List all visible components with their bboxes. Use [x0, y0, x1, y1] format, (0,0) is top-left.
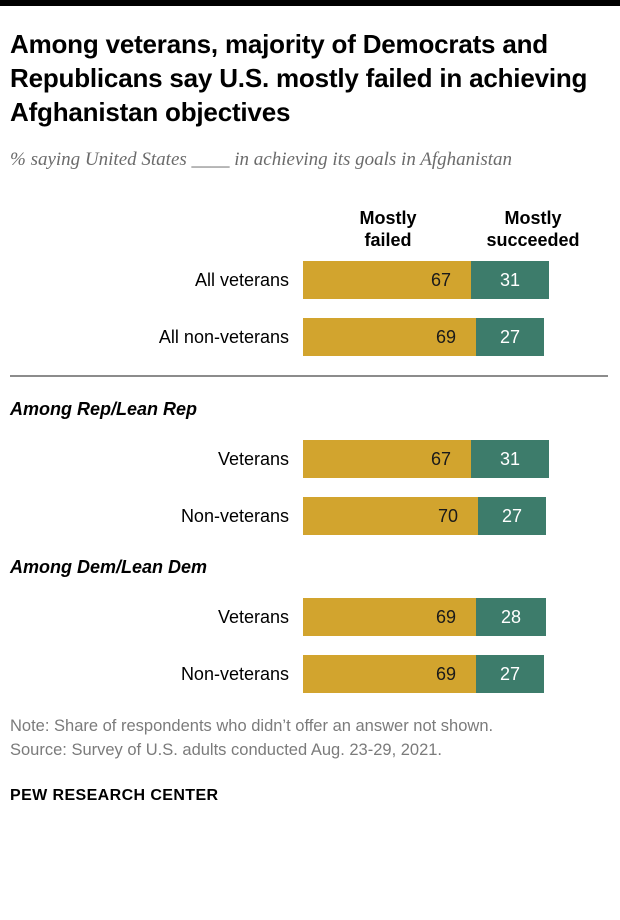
- bar-row-all-veterans: All veterans 67 31: [10, 261, 608, 300]
- source-line: Source: Survey of U.S. adults conducted …: [10, 741, 443, 760]
- section-divider: [10, 375, 608, 378]
- stacked-bar-chart: Mostly failed Mostly succeeded All veter…: [10, 208, 608, 694]
- failed-bar-segment: 69: [303, 598, 476, 637]
- succeeded-value: 28: [500, 606, 522, 627]
- succeeded-bar-segment: 31: [471, 440, 549, 479]
- bar-row-all-non-veterans: All non-veterans 69 27: [10, 318, 608, 357]
- bar-row-rep-veterans: Veterans 67 31: [10, 440, 608, 479]
- failed-value: 70: [437, 505, 458, 526]
- row-label: Non-veterans: [180, 505, 289, 526]
- page-title: Among veterans, majority of Democrats an…: [10, 29, 588, 127]
- group-header-dem: Among Dem/Lean Dem: [10, 557, 208, 578]
- series-header-mostly-succeeded: Mostly succeeded: [486, 207, 580, 250]
- chart-subtitle: % saying United States ____ in achieving…: [10, 149, 513, 171]
- failed-bar-segment: 67: [303, 261, 471, 300]
- succeeded-bar-segment: 28: [476, 598, 546, 637]
- succeeded-value: 31: [499, 448, 521, 469]
- failed-bar-segment: 70: [303, 497, 478, 536]
- failed-value: 67: [430, 448, 451, 469]
- succeeded-bar-segment: 27: [478, 497, 546, 536]
- row-label: All veterans: [194, 269, 289, 290]
- page: Among veterans, majority of Democrats an…: [0, 6, 620, 805]
- succeeded-bar-segment: 27: [476, 318, 544, 357]
- succeeded-value: 27: [501, 505, 523, 526]
- failed-value: 69: [435, 663, 456, 684]
- failed-bar-segment: 67: [303, 440, 471, 479]
- succeeded-value: 27: [499, 663, 521, 684]
- bar-row-dem-non-veterans: Non-veterans 69 27: [10, 655, 608, 694]
- note-line: Note: Share of respondents who didn’t of…: [10, 717, 494, 736]
- succeeded-bar-segment: 31: [471, 261, 549, 300]
- failed-value: 69: [435, 606, 456, 627]
- failed-bar-segment: 69: [303, 655, 476, 694]
- row-label: Veterans: [217, 448, 289, 469]
- row-label: All non-veterans: [158, 326, 289, 347]
- footnote: Note: Share of respondents who didn’t of…: [10, 715, 608, 763]
- failed-value: 69: [435, 326, 456, 347]
- succeeded-value: 27: [499, 326, 521, 347]
- failed-bar-segment: 69: [303, 318, 476, 357]
- series-headers: Mostly failed Mostly succeeded: [303, 208, 608, 251]
- bar-row-rep-non-veterans: Non-veterans 70 27: [10, 497, 608, 536]
- failed-value: 67: [430, 269, 451, 290]
- brand-logo-text: PEW RESEARCH CENTER: [10, 787, 219, 805]
- bar-row-dem-veterans: Veterans 69 28: [10, 598, 608, 637]
- series-header-mostly-failed: Mostly failed: [359, 207, 417, 250]
- group-header-rep: Among Rep/Lean Rep: [10, 399, 198, 420]
- top-rule: [0, 0, 620, 6]
- row-label: Non-veterans: [180, 663, 289, 684]
- row-label: Veterans: [217, 606, 289, 627]
- succeeded-bar-segment: 27: [476, 655, 544, 694]
- succeeded-value: 31: [499, 269, 521, 290]
